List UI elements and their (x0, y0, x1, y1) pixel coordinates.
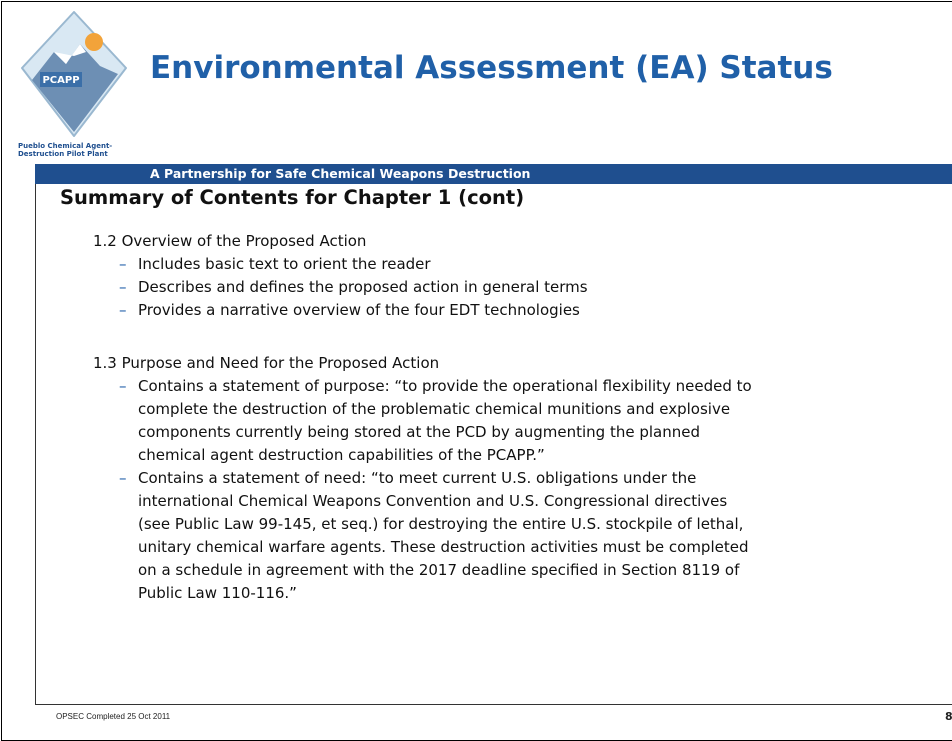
heading: Summary of Contents for Chapter 1 (cont) (60, 186, 525, 209)
title: Environmental Assessment (EA) Status (150, 50, 833, 86)
bullet-dash: – (119, 469, 127, 487)
content-panel (35, 184, 952, 705)
logo-caption: Pueblo Chemical Agent- Destruction Pilot… (18, 142, 112, 158)
subtitle: A Partnership for Safe Chemical Weapons … (150, 166, 531, 181)
bullet-text: Public Law 110-116.” (138, 584, 297, 602)
bullet-text: international Chemical Weapons Conventio… (138, 492, 728, 510)
bullet-text: complete the destruction of the problema… (138, 400, 731, 418)
bullet-dash: – (119, 301, 127, 319)
bullet-text: Includes basic text to orient the reader (138, 255, 431, 273)
footer-note: OPSEC Completed 25 Oct 2011 (56, 712, 171, 721)
bullet-text: Provides a narrative overview of the fou… (138, 301, 580, 319)
bullet-text: Contains a statement of need: “to meet c… (138, 469, 697, 487)
logo: PCAPP (21, 11, 127, 137)
bullet-dash: – (119, 278, 127, 296)
page-number: 8 (945, 710, 952, 723)
bullet-text: unitary chemical warfare agents. These d… (138, 538, 749, 556)
logo-caption-line: Pueblo Chemical Agent- (18, 142, 113, 150)
section-title: 1.2 Overview of the Proposed Action (93, 232, 367, 250)
bullet-dash: – (119, 377, 127, 395)
bullet-text: chemical agent destruction capabilities … (138, 446, 545, 464)
bullet-text: Contains a statement of purpose: “to pro… (138, 377, 752, 395)
bullet-text: components currently being stored at the… (138, 423, 700, 441)
logo-caption-line: Destruction Pilot Plant (18, 150, 108, 158)
section-title: 1.3 Purpose and Need for the Proposed Ac… (93, 354, 440, 372)
bullet-text: (see Public Law 99-145, et seq.) for des… (138, 515, 744, 533)
bullet-text: on a schedule in agreement with the 2017… (138, 561, 740, 579)
logo-label: PCAPP (42, 75, 79, 86)
bullet-text: Describes and defines the proposed actio… (138, 278, 588, 296)
bullet-dash: – (119, 255, 127, 273)
subtitle-bar (35, 164, 952, 184)
